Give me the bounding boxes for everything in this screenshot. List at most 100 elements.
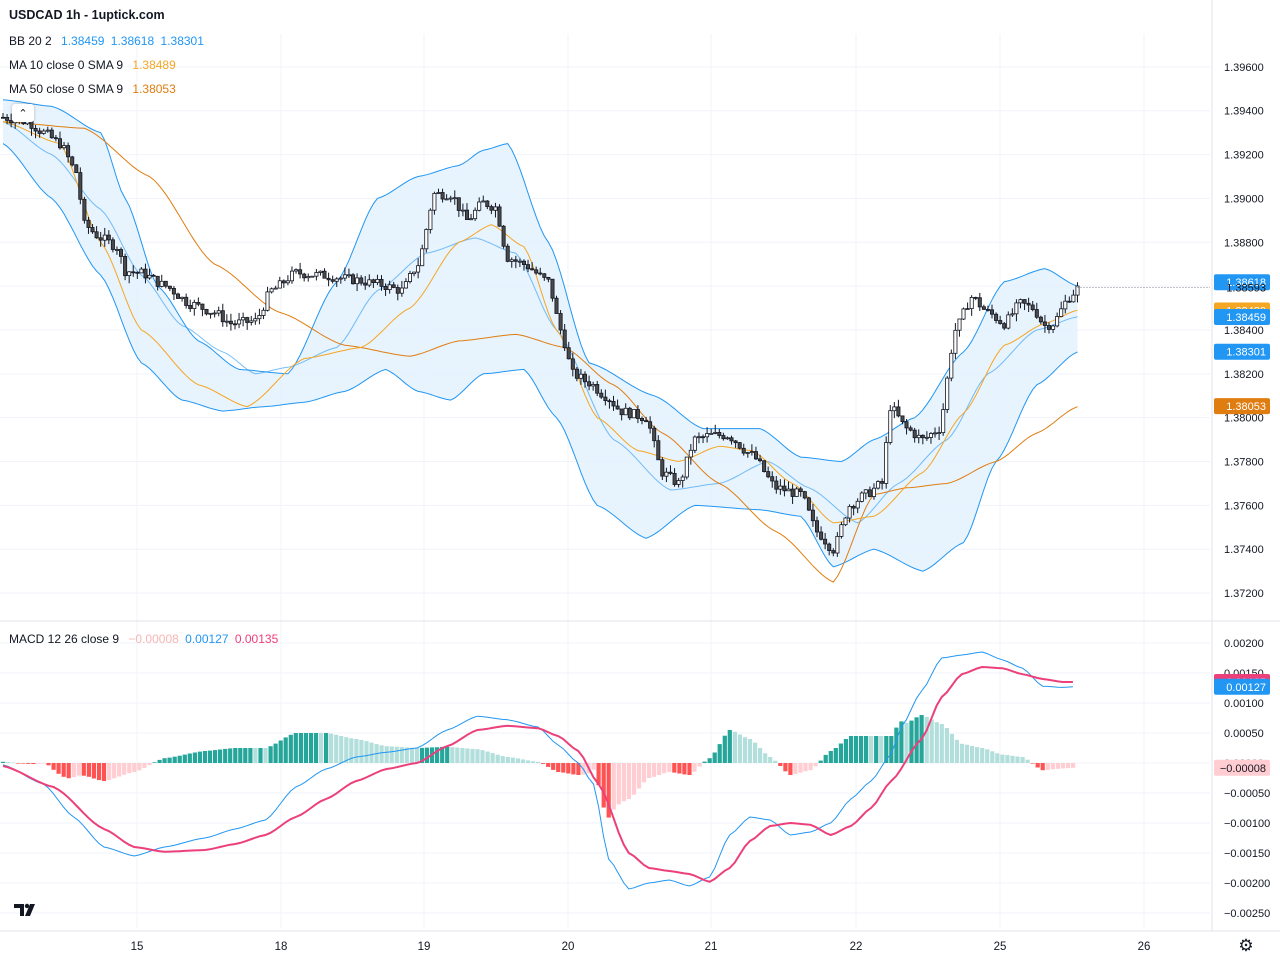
price-tick-label: 1.37400 bbox=[1224, 544, 1264, 556]
candle-body bbox=[819, 531, 824, 540]
macd-histogram-bar bbox=[313, 733, 319, 763]
macd-histogram-bar bbox=[591, 763, 596, 770]
macd-histogram-bar bbox=[536, 761, 541, 763]
tradingview-logo-icon[interactable] bbox=[12, 898, 40, 920]
macd-histogram-bar bbox=[995, 753, 1000, 763]
candle-body bbox=[847, 505, 852, 519]
candle-body bbox=[363, 282, 368, 286]
candle-body bbox=[965, 308, 970, 311]
candle-body bbox=[412, 271, 417, 275]
macd-histogram-bar bbox=[889, 736, 894, 763]
candle-body bbox=[798, 488, 803, 492]
macd-histogram-bar bbox=[778, 763, 783, 766]
candle-body bbox=[159, 280, 164, 287]
candle-body bbox=[786, 488, 791, 492]
legend-macd-histogram: −0.00008 bbox=[128, 632, 179, 646]
macd-histogram-bar bbox=[884, 736, 889, 763]
macd-histogram-bar bbox=[318, 733, 324, 763]
candle-body bbox=[257, 315, 262, 320]
candle-body bbox=[831, 550, 836, 554]
settings-gear-icon[interactable]: ⚙ bbox=[1238, 936, 1254, 955]
time-tick-label: 22 bbox=[850, 941, 863, 953]
candle-body bbox=[493, 206, 498, 211]
price-tick-label: 1.37800 bbox=[1224, 457, 1264, 469]
candle-body bbox=[188, 304, 193, 309]
price-tick-label: 1.37600 bbox=[1224, 500, 1264, 512]
macd-histogram-bar bbox=[753, 742, 758, 763]
macd-histogram-bar bbox=[768, 757, 773, 763]
candle-body bbox=[375, 278, 380, 283]
candle-body bbox=[599, 392, 604, 398]
candle-body bbox=[924, 436, 929, 439]
legend-ma10-label: MA 10 close 0 SMA 9 bbox=[9, 58, 124, 72]
macd-histogram-bar bbox=[722, 735, 727, 763]
candle-body bbox=[644, 420, 649, 423]
macd-histogram-bar bbox=[500, 756, 505, 763]
candle-body bbox=[200, 303, 205, 310]
macd-histogram-bar bbox=[61, 763, 66, 777]
macd-tick-label: −0.00200 bbox=[1224, 878, 1270, 890]
macd-histogram-bar bbox=[1035, 763, 1040, 768]
macd-signal-line bbox=[2, 665, 1073, 883]
macd-histogram-bar bbox=[470, 748, 475, 763]
legend-bb[interactable]: BB 20 2 1.38459 1.38618 1.38301 bbox=[9, 34, 204, 48]
macd-histogram-bar bbox=[1010, 755, 1015, 763]
candle-body bbox=[281, 280, 286, 284]
macd-histogram-bar bbox=[944, 728, 949, 763]
macd-histogram-bar bbox=[561, 763, 566, 773]
candle-body bbox=[416, 265, 421, 273]
candle-body bbox=[880, 481, 885, 484]
price-badge: 1.38593 bbox=[1226, 283, 1266, 295]
candle-body bbox=[0, 116, 6, 119]
macd-histogram-bar bbox=[424, 747, 430, 763]
legend-macd[interactable]: MACD 12 26 close 9 −0.00008 0.00127 0.00… bbox=[9, 632, 278, 646]
legend-ma10[interactable]: MA 10 close 0 SMA 9 1.38489 bbox=[9, 58, 176, 72]
macd-badge-bg bbox=[1214, 759, 1270, 776]
candle-body bbox=[900, 415, 905, 422]
macd-histogram-bar bbox=[152, 762, 157, 763]
candle-body bbox=[538, 272, 543, 275]
bb-lower-line bbox=[2, 143, 1078, 572]
macd-histogram-bar bbox=[758, 748, 763, 763]
candle-body bbox=[1063, 300, 1068, 310]
macd-histogram-bar bbox=[864, 736, 869, 763]
candle-body bbox=[456, 197, 461, 211]
candle-body bbox=[1071, 294, 1076, 303]
macd-histogram-bar bbox=[147, 763, 152, 766]
candle-body bbox=[640, 417, 645, 421]
macd-histogram-bar bbox=[41, 763, 46, 764]
candle-body bbox=[106, 234, 111, 241]
macd-histogram-bar bbox=[16, 763, 21, 764]
candle-body bbox=[709, 432, 714, 435]
collapse-legend-button[interactable]: ⌃ bbox=[12, 104, 34, 122]
macd-histogram-bar bbox=[485, 751, 490, 763]
candle-body bbox=[823, 538, 828, 545]
chart-title: USDCAD 1h - 1uptick.com bbox=[9, 8, 165, 22]
candle-body bbox=[420, 248, 425, 267]
macd-histogram-bar bbox=[450, 747, 455, 763]
legend-ma50[interactable]: MA 50 close 0 SMA 9 1.38053 bbox=[9, 82, 176, 96]
candle-body bbox=[110, 239, 115, 250]
macd-histogram-bar bbox=[505, 757, 510, 763]
candle-body bbox=[74, 164, 79, 174]
candle-body bbox=[29, 120, 34, 129]
candle-body bbox=[1014, 302, 1019, 315]
candle-body bbox=[888, 410, 893, 443]
candle-body bbox=[839, 524, 844, 537]
price-tick-label: 1.38000 bbox=[1224, 413, 1264, 425]
candle-body bbox=[619, 408, 624, 416]
candle-body bbox=[326, 277, 331, 281]
macd-histogram-bar bbox=[223, 748, 228, 763]
macd-histogram-bar bbox=[268, 746, 273, 763]
candle-body bbox=[90, 227, 95, 233]
macd-histogram-bar bbox=[369, 742, 374, 763]
macd-histogram-bar bbox=[308, 733, 314, 763]
price-badge-text: 1.38301 bbox=[1226, 347, 1266, 359]
candle-body bbox=[526, 264, 531, 270]
candle-body bbox=[957, 318, 962, 331]
candle-body bbox=[265, 291, 270, 311]
candle-body bbox=[253, 318, 258, 322]
macd-histogram-bar bbox=[1025, 759, 1030, 763]
macd-histogram-bar bbox=[273, 743, 278, 763]
